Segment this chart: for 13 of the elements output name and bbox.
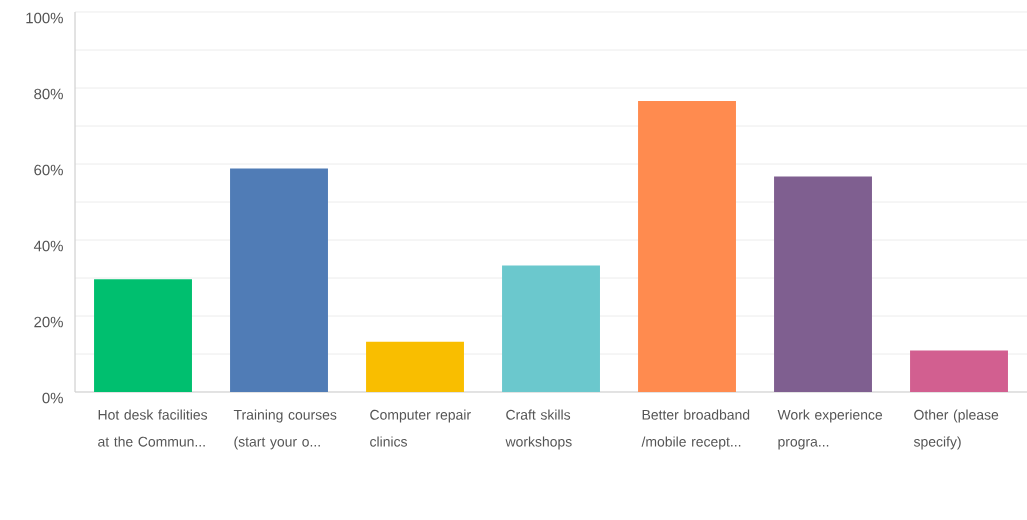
y-tick-label: 60% (34, 164, 63, 176)
y-tick-label: 40% (33, 240, 63, 252)
x-tick-label: Computer repair clinics (370, 409, 471, 447)
y-tick-label: 0% (42, 392, 63, 404)
y-tick-label: 20% (34, 316, 63, 328)
x-tick-label: Better broadband /mobile recept... (641, 409, 750, 450)
x-tick-label: Craft skills workshops (505, 409, 572, 450)
y-tick-label: 80% (34, 88, 63, 100)
x-tick-label: Hot desk facilities at the Commun... (98, 409, 208, 447)
x-tick-label: Other (please specify) (913, 409, 999, 450)
x-tick-label: Training courses (start your o... (233, 409, 337, 450)
x-tick-label: Work experience progra... (777, 409, 883, 450)
y-tick-label: 100% (26, 12, 63, 24)
